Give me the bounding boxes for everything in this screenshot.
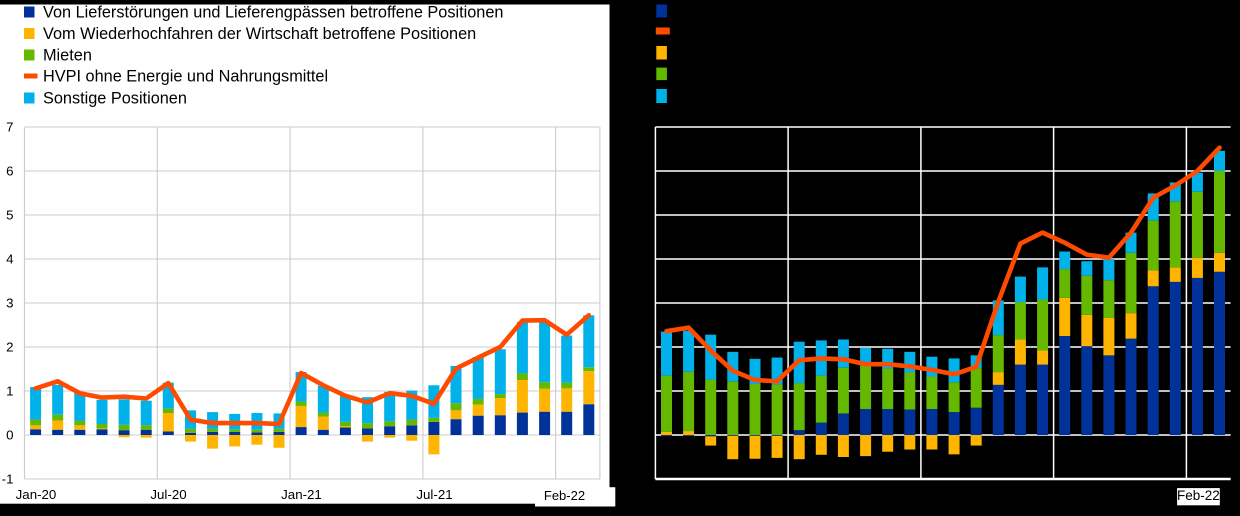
svg-text:Sonstige Positionen: Sonstige Positionen xyxy=(43,90,187,108)
svg-text:4: 4 xyxy=(6,252,13,267)
svg-text:1: 1 xyxy=(6,384,13,399)
svg-text:-1: -1 xyxy=(2,472,14,487)
svg-text:3: 3 xyxy=(6,296,13,311)
svg-text:7: 7 xyxy=(6,120,13,135)
svg-text:Vom Wiederhochfahren der Wirts: Vom Wiederhochfahren der Wirtschaft betr… xyxy=(43,25,476,43)
svg-text:Feb-22: Feb-22 xyxy=(1177,488,1220,503)
svg-text:0: 0 xyxy=(6,428,13,443)
svg-text:Von Lieferstörungen und Liefer: Von Lieferstörungen und Lieferengpässen … xyxy=(43,4,503,22)
svg-text:Jul-20: Jul-20 xyxy=(150,487,186,502)
svg-text:Jan-20: Jan-20 xyxy=(16,487,57,502)
svg-text:Jul-21: Jul-21 xyxy=(416,487,452,502)
svg-text:6: 6 xyxy=(6,164,13,179)
svg-text:HVPI ohne Energie und Nahrungs: HVPI ohne Energie und Nahrungsmittel xyxy=(43,68,328,86)
svg-text:2: 2 xyxy=(6,340,13,355)
svg-text:Jan-21: Jan-21 xyxy=(281,487,322,502)
svg-text:5: 5 xyxy=(6,208,13,223)
svg-text:Mieten: Mieten xyxy=(43,47,92,65)
svg-text:Feb-22: Feb-22 xyxy=(544,488,585,503)
